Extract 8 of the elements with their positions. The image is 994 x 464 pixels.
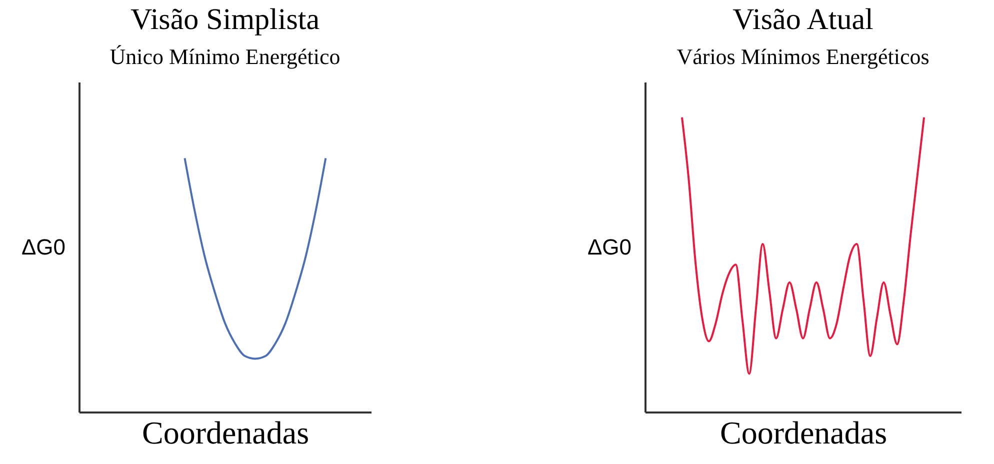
y-axis-title: ΔG0 bbox=[587, 234, 632, 260]
y-axis-title: ΔG0 bbox=[21, 234, 66, 260]
chart-title: Visão Atual bbox=[732, 3, 874, 36]
x-axis-title: Coordenadas bbox=[142, 414, 310, 450]
chart-subtitle: Vários Mínimos Energéticos bbox=[676, 44, 930, 69]
chart-subtitle: Único Mínimo Energético bbox=[110, 44, 340, 69]
x-axis-title: Coordenadas bbox=[720, 414, 888, 450]
chart-title: Visão Simplista bbox=[130, 3, 320, 36]
